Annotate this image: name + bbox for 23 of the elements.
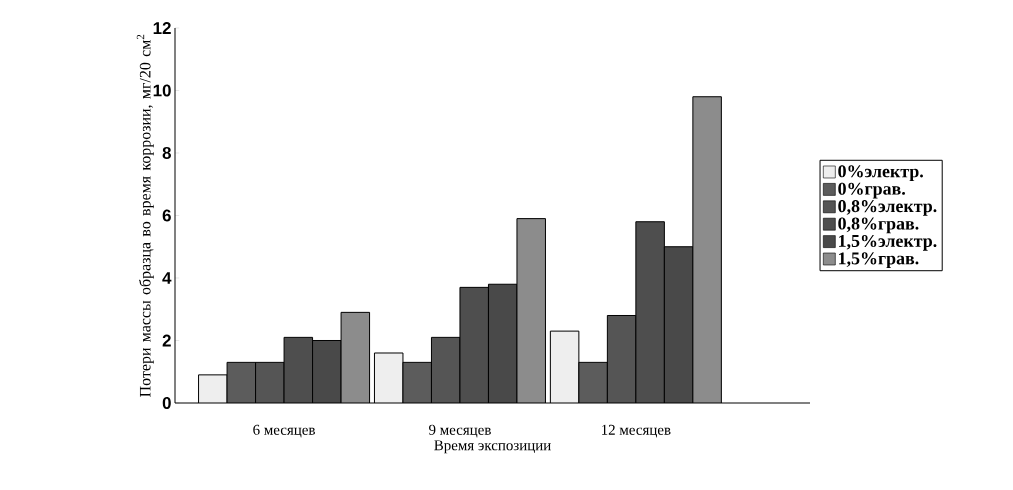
y-tick-label: 0	[162, 397, 171, 409]
bar	[692, 96, 722, 403]
bar	[516, 218, 546, 403]
y-tick-label: 6	[162, 209, 171, 222]
bar	[374, 353, 403, 403]
legend-label: 0%электр.	[838, 165, 923, 182]
bar	[549, 330, 580, 403]
y-axis-title: Потери массы образца во время коррозии, мг/20 см$^{2}$	[136, 34, 154, 397]
y-tick-label: 2	[162, 334, 171, 347]
y-tick-label: 10	[153, 84, 171, 97]
y-tick-label: 8	[162, 147, 171, 159]
legend-label: 0,8%грав.	[838, 217, 919, 234]
x-tick-label: 6 месяцев	[253, 424, 315, 438]
x-tick-label: 12 месяцев	[602, 424, 671, 438]
legend-label: 1,5%электр.	[839, 234, 937, 251]
y-tick-label: 12	[153, 22, 171, 34]
bar	[341, 312, 370, 403]
legend-label: 0,8%электр.	[838, 200, 937, 216]
y-tick-label: 4	[162, 272, 172, 284]
x-axis-title: Время экспозиции	[434, 440, 551, 454]
x-tick-label: 9 месяцев	[429, 424, 491, 438]
legend-label: 0%грав.	[838, 182, 905, 199]
legend-label: 1,5%грав.	[839, 252, 919, 269]
